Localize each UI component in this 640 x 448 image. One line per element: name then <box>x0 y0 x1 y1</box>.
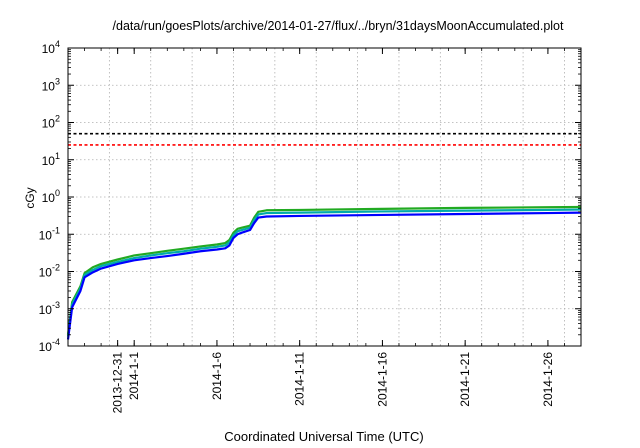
x-tick-label: 2014-1-1 <box>127 352 141 400</box>
series-line <box>66 205 582 335</box>
y-ticks: 10-4 10-3 10-2 10-1 100 101 102 103 104 <box>39 39 581 354</box>
x-tick-label: 2014-1-26 <box>541 352 555 407</box>
y-tick-label: 104 <box>42 39 60 56</box>
x-tick-label: 2014-1-21 <box>458 352 472 407</box>
x-tick-label: 2014-1-6 <box>210 352 224 400</box>
series-line <box>66 211 582 340</box>
y-tick-label: 10-2 <box>39 263 60 280</box>
x-axis-label: Coordinated Universal Time (UTC) <box>224 429 423 444</box>
series-lines <box>66 205 582 340</box>
chart-title: /data/run/goesPlots/archive/2014-01-27/f… <box>113 19 564 33</box>
grid <box>68 48 581 346</box>
y-tick-label: 103 <box>42 76 60 93</box>
y-axis-label: cGy <box>23 187 37 208</box>
series-line <box>66 208 582 337</box>
y-tick-label: 10-1 <box>39 225 60 242</box>
y-tick-label: 10-3 <box>39 300 60 317</box>
y-tick-label: 102 <box>42 114 60 131</box>
y-tick-label: 101 <box>42 151 60 168</box>
y-tick-label: 100 <box>42 188 60 205</box>
x-tick-label: 2013-12-31 <box>111 352 125 414</box>
x-tick-label: 2014-1-16 <box>375 352 389 407</box>
y-tick-label: 10-4 <box>39 337 60 354</box>
x-ticks: 2013-12-31 2014-1-1 2014-1-6 2014-1-11 2014-… <box>67 48 582 414</box>
x-tick-label: 2014-1-11 <box>293 352 307 406</box>
reference-lines <box>68 132 581 146</box>
